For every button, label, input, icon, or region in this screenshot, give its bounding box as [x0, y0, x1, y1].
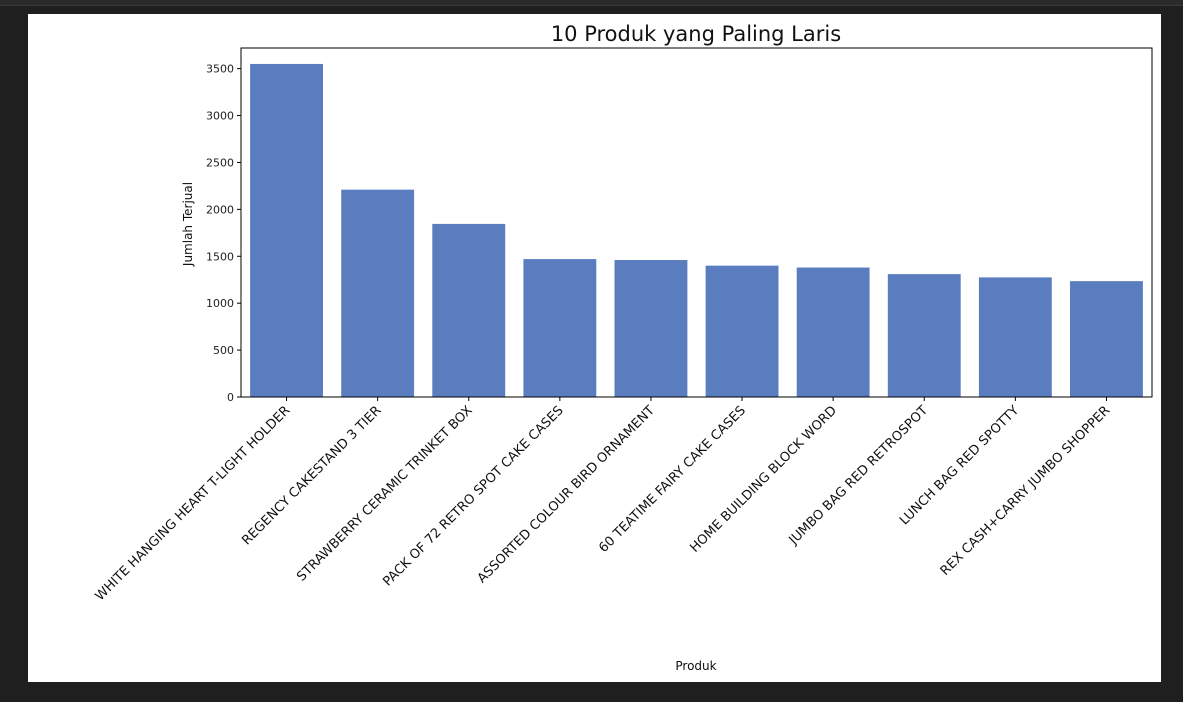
bar — [1070, 281, 1143, 397]
x-axis-label: Produk — [675, 659, 716, 673]
x-tick-label: 60 TEATIME FAIRY CAKE CASES — [596, 403, 749, 556]
y-tick-label: 500 — [213, 344, 234, 357]
x-axis: WHITE HANGING HEART T-LIGHT HOLDERREGENC… — [93, 397, 1114, 604]
y-tick-label: 1000 — [206, 297, 234, 310]
y-tick-label: 3500 — [206, 63, 234, 76]
x-tick-label: PACK OF 72 RETRO SPOT CAKE CASES — [380, 403, 566, 589]
x-tick-label: STRAWBERRY CERAMIC TRINKET BOX — [294, 403, 475, 584]
chart-title: 10 Produk yang Paling Laris — [551, 22, 841, 46]
y-axis-label: Jumlah Terjual — [181, 182, 195, 267]
bar — [887, 274, 961, 397]
x-tick-label: HOME BUILDING BLOCK WORD — [687, 403, 839, 555]
x-tick-label: WHITE HANGING HEART T-LIGHT HOLDER — [93, 403, 294, 604]
y-tick-label: 0 — [227, 391, 234, 404]
y-tick-label: 3000 — [206, 110, 234, 123]
bar — [796, 267, 870, 397]
y-tick-label: 1500 — [206, 250, 234, 263]
bar-chart: 10 Produk yang Paling Laris 0 500 1000 1500… — [93, 22, 1153, 673]
x-tick-label: ASSORTED COLOUR BIRD ORNAMENT — [475, 403, 658, 586]
window-top-strip — [0, 0, 1183, 6]
bars-layer — [250, 63, 1143, 398]
y-axis: 0 500 1000 1500 2000 2500 3000 3500 — [206, 63, 241, 404]
bar — [523, 259, 597, 397]
y-tick-label: 2500 — [206, 156, 234, 169]
x-tick-label: REX CASH+CARRY JUMBO SHOPPER — [938, 403, 1114, 579]
bar — [250, 63, 323, 398]
bar — [614, 260, 688, 397]
bar — [705, 265, 779, 397]
bar — [432, 223, 506, 397]
chart-figure: 10 Produk yang Paling Laris 0 500 1000 1500… — [28, 14, 1161, 682]
plot-frame — [240, 47, 1153, 398]
bar — [341, 189, 415, 397]
bar — [978, 277, 1052, 397]
y-tick-label: 2000 — [206, 203, 234, 216]
